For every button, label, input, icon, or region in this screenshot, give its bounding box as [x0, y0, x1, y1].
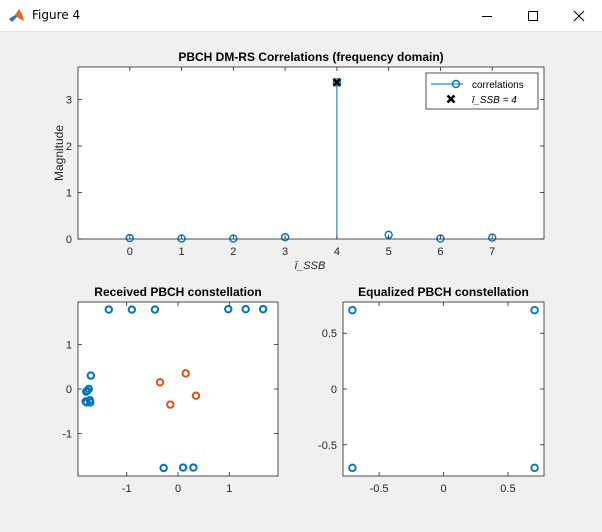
x-tick-label: 0 [175, 483, 181, 495]
stem-marker [332, 78, 342, 87]
chart-title: PBCH DM-RS Correlations (frequency domai… [178, 50, 443, 64]
correlation-chart: PBCH DM-RS Correlations (frequency domai… [52, 50, 545, 272]
equalized-constellation-chart: Equalized PBCH constellation -0.5 0 0.5 -0.… [318, 285, 545, 495]
y-tick-label: 3 [66, 95, 72, 107]
detected-marker [332, 77, 342, 87]
constellation-point [83, 386, 92, 395]
figure-canvas: PBCH DM-RS Correlations (frequency domai… [52, 50, 545, 495]
x-tick-label: 5 [386, 246, 392, 258]
y-tick-label: 0.5 [322, 328, 337, 340]
chart-title: Received PBCH constellation [94, 285, 261, 299]
x-tick-label: 4 [334, 246, 340, 258]
x-tick-label: 1 [226, 483, 232, 495]
constellation-point [530, 305, 539, 315]
constellation-point [127, 305, 137, 314]
constellation-point [348, 305, 357, 315]
x-tick-label: 7 [489, 246, 495, 258]
stem-marker [280, 232, 290, 242]
x-tick-label: -0.5 [370, 483, 389, 495]
constellation-point [178, 463, 188, 472]
plot-area [343, 302, 544, 476]
cross-stroke [446, 94, 456, 104]
close-icon [573, 10, 585, 21]
minimize-button[interactable] [464, 0, 510, 31]
x-tick-label: 6 [437, 246, 443, 258]
constellation-point [530, 463, 539, 473]
legend-cross-marker [446, 94, 456, 104]
constellation-point [81, 397, 90, 406]
legend-entry-correlations: correlations [472, 80, 524, 91]
cross-stroke [332, 77, 342, 87]
constellation-point [166, 400, 175, 409]
received-constellation-chart: Received PBCH constellation -1 0 1 -1 0 1 [62, 285, 279, 495]
legend-circle-marker [451, 79, 461, 89]
title-bar: Figure 4 [0, 0, 602, 32]
x-axis-label: ī_SSB [295, 260, 326, 272]
plot-area [78, 302, 278, 476]
constellation-point [181, 369, 190, 378]
y-tick-label: 2 [66, 141, 72, 153]
constellation-point [241, 304, 250, 314]
constellation-point [86, 371, 96, 380]
maximize-icon [528, 10, 538, 21]
constellation-point [258, 304, 268, 314]
y-axis-label: Magnitude [52, 125, 66, 181]
y-tick-label: 0 [66, 384, 72, 396]
stem-marker [125, 233, 134, 243]
constellation-point [104, 305, 113, 314]
y-tick-label: -1 [62, 429, 72, 441]
constellation-point [224, 304, 233, 314]
close-button[interactable] [556, 0, 602, 31]
x-tick-label: 1 [178, 246, 184, 258]
constellation-point [86, 398, 95, 407]
x-tick-label: -1 [122, 483, 132, 495]
y-tick-label: -0.5 [318, 440, 337, 452]
y-tick-label: 0 [66, 234, 72, 246]
constellation-point [191, 391, 201, 400]
x-tick-label: 3 [282, 246, 288, 258]
axes-frame [77, 66, 545, 240]
y-tick-label: 0 [331, 384, 337, 396]
legend-entry-detected: ī_SSB = 4 [472, 95, 517, 106]
minimize-icon [482, 15, 492, 17]
constellation-point [159, 463, 168, 473]
constellation-point [155, 378, 165, 387]
window-title: Figure 4 [32, 8, 81, 22]
constellation-point [348, 463, 357, 473]
stem-marker [488, 233, 497, 242]
matlab-icon [9, 9, 24, 22]
x-tick-label: 2 [230, 246, 236, 258]
constellation-point [189, 463, 198, 472]
legend-cross-icon [446, 94, 456, 104]
x-tick-label: 0 [440, 483, 446, 495]
x-tick-label: 0 [127, 246, 133, 258]
y-tick-label: 1 [66, 188, 72, 200]
legend: correlations ī_SSB = 4 [425, 72, 539, 110]
chart-title: Equalized PBCH constellation [358, 285, 529, 299]
y-tick-label: 1 [66, 339, 72, 351]
x-tick-label: 0.5 [500, 483, 515, 495]
maximize-button[interactable] [510, 0, 556, 31]
constellation-point [150, 305, 160, 314]
